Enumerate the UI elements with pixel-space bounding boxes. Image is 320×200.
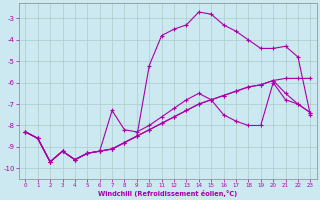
X-axis label: Windchill (Refroidissement éolien,°C): Windchill (Refroidissement éolien,°C) — [98, 190, 237, 197]
